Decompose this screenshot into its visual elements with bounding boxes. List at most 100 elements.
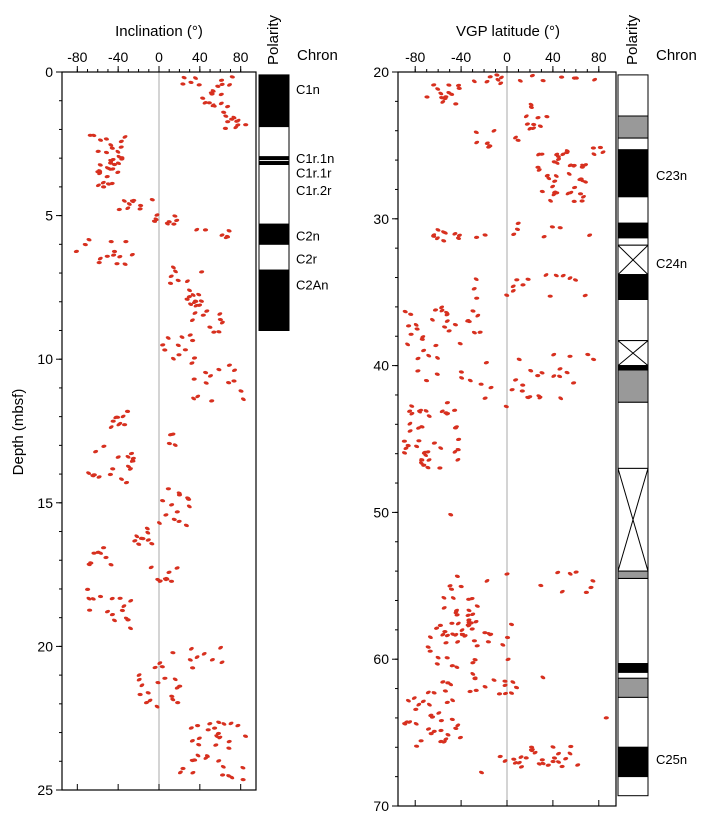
data-point [456, 437, 462, 442]
data-point [467, 378, 473, 383]
data-point [137, 207, 143, 211]
data-point [444, 312, 450, 317]
polarity-interval [617, 365, 649, 371]
data-point [505, 657, 511, 662]
polarity-interval [617, 149, 649, 198]
data-point [440, 632, 446, 637]
data-point [196, 743, 202, 747]
data-point [557, 367, 563, 371]
data-point [226, 739, 232, 744]
data-point [466, 618, 472, 622]
data-point [572, 185, 578, 190]
data-point [426, 458, 432, 462]
data-point [564, 149, 570, 153]
data-point [157, 661, 163, 665]
data-point [231, 379, 237, 383]
data-point [577, 192, 584, 196]
y-tick-label: 30 [373, 211, 389, 227]
data-point [579, 178, 585, 183]
data-point [110, 419, 116, 423]
left-chron-header: Chron [297, 47, 338, 64]
chron-label: C1n [296, 82, 320, 97]
data-point [488, 632, 494, 637]
y-tick-label: 15 [37, 495, 53, 511]
data-point [155, 680, 161, 685]
data-point [503, 404, 509, 409]
data-point [575, 763, 581, 767]
data-point [405, 342, 411, 347]
data-point [226, 363, 232, 367]
data-point [221, 110, 227, 114]
data-point [431, 233, 437, 237]
data-point [172, 214, 178, 218]
data-point [416, 439, 422, 443]
data-point [129, 252, 135, 257]
data-point [426, 414, 432, 418]
data-point [123, 480, 130, 485]
data-point [109, 146, 115, 150]
data-point [114, 415, 121, 419]
data-point [171, 222, 177, 226]
data-point [443, 95, 449, 99]
data-point [482, 631, 488, 635]
data-point [447, 584, 453, 588]
data-point [567, 354, 573, 358]
data-point [434, 372, 440, 376]
data-point [431, 83, 437, 87]
data-point [516, 760, 522, 765]
data-point [219, 82, 225, 87]
data-point [571, 199, 577, 204]
x-tick-label: -80 [67, 49, 87, 65]
polarity-interval [617, 578, 649, 665]
data-point [196, 736, 202, 741]
data-point [519, 389, 525, 393]
right-polarity-header: Polarity [624, 14, 641, 65]
data-point [173, 269, 178, 274]
data-point [125, 464, 132, 469]
data-point [443, 641, 449, 645]
left-polarity-header: Polarity [265, 14, 282, 65]
data-point [585, 352, 591, 357]
data-point [454, 665, 460, 669]
data-point [183, 523, 189, 528]
data-point [103, 150, 110, 155]
data-point [119, 477, 124, 481]
data-point [414, 327, 420, 331]
data-point [217, 317, 223, 322]
data-point [444, 319, 450, 323]
data-point [129, 199, 135, 204]
inclination-panel: Inclination (°) Depth (mbsf) Polarity Ch… [10, 14, 338, 798]
data-point [90, 597, 96, 601]
data-point [551, 192, 557, 197]
data-point [518, 755, 524, 759]
data-point [193, 303, 199, 308]
data-point [497, 754, 503, 759]
data-point [544, 173, 550, 178]
data-point [152, 665, 158, 670]
data-point [218, 645, 224, 650]
data-point [432, 308, 439, 312]
data-point [438, 446, 444, 450]
data-point [475, 313, 481, 318]
data-point [477, 330, 483, 334]
data-point [527, 395, 533, 399]
data-point [512, 761, 518, 765]
gap-cross [617, 340, 649, 366]
data-point [167, 281, 174, 285]
data-point [455, 83, 462, 88]
data-point [198, 299, 204, 303]
data-point [101, 185, 107, 189]
data-point [203, 370, 209, 375]
polarity-interval [258, 126, 290, 158]
data-point [174, 218, 180, 223]
data-point [170, 697, 176, 702]
data-point [193, 76, 198, 80]
data-point [136, 542, 142, 546]
data-point [567, 751, 573, 756]
data-point [531, 126, 536, 130]
data-point [104, 254, 110, 258]
data-point [568, 744, 574, 749]
data-point [509, 388, 515, 392]
data-point [125, 454, 131, 459]
data-point [473, 130, 479, 135]
